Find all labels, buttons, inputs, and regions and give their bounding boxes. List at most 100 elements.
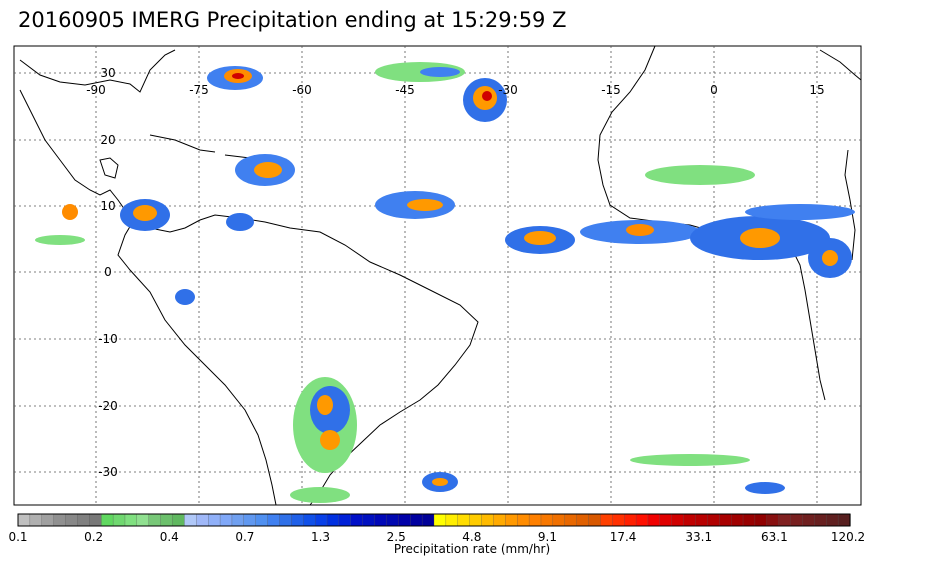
gridlines [14,46,861,505]
colorbar-cell [754,513,768,527]
colorbar-cell [89,513,102,527]
colorbar-cell [647,513,661,527]
lat-label: 20 [100,133,115,147]
colorbar-cell [683,513,697,527]
colorbar-cell [267,513,281,527]
lat-label: 0 [104,265,112,279]
lat-label: 30 [100,66,115,80]
colorbar-tick-label: 0.2 [84,530,104,544]
colorbar-cell [41,513,55,527]
colorbar-cell [802,513,815,527]
colorbar-tick-label: 17.4 [609,530,637,544]
colorbar-cell [172,513,186,527]
colorbar-cell [528,513,542,527]
colorbar-cell [814,513,827,527]
colorbar-tick-label: 33.1 [685,530,713,544]
lon-label: 15 [809,83,824,97]
colorbar-cell [719,513,732,527]
colorbar-cell [433,513,447,527]
colorbar-cell [219,513,233,527]
colorbar-cell [29,513,43,527]
colorbar-cell [624,513,637,527]
colorbar-cell [695,513,709,527]
colorbar-cell [742,513,756,527]
lon-label: -60 [292,83,312,97]
colorbar-cell [588,513,602,527]
colorbar-cell [635,513,649,527]
colorbar-cell [196,513,209,527]
colorbar-cell [53,513,67,527]
lon-label: -75 [189,83,209,97]
colorbar-cell [505,513,518,527]
colorbar-label: Precipitation rate (mm/hr) [393,542,551,556]
colorbar-cell [481,513,495,527]
colorbar-cell [600,513,613,527]
colorbar-cell [148,513,162,527]
colorbar-cell [790,513,804,527]
colorbar-tick-label: 0.1 [8,530,28,544]
lon-label: 0 [710,83,718,97]
colorbar-cell [314,513,328,527]
lon-label: -45 [395,83,415,97]
colorbar-cell [231,513,245,527]
colorbar-cell [326,513,340,527]
colorbar-cell [398,513,411,527]
colorbar-cell [374,513,388,527]
colorbar-cell [421,513,435,527]
colorbar-cell [184,513,197,527]
colorbar-cell [112,513,126,527]
colorbar-cell [350,513,364,527]
colorbar-cell [362,513,376,527]
colorbar-frame [17,513,851,527]
colorbar-cell [255,513,269,527]
colorbar-cell [707,513,720,527]
colorbar-tick-label: 9.1 [537,530,557,544]
colorbar-cell [778,513,792,527]
lon-label: -15 [601,83,621,97]
colorbar-cell [564,513,578,527]
lat-label: -30 [98,465,118,479]
colorbar-cell [445,513,459,527]
longitude-labels: -90 -75 -60 -45 -30 -15 0 15 [86,83,824,97]
colorbar-cell [124,513,138,527]
colorbar-cell [386,513,399,527]
colorbar-cell [338,513,352,527]
colorbar-cell [291,513,304,527]
colorbar-cell [612,513,625,527]
colorbar-cell [517,513,530,527]
colorbar-cell [576,513,590,527]
colorbar-tick-label: 4.8 [462,530,482,544]
map-frame [13,45,862,506]
colorbar-cell [671,513,685,527]
colorbar-tick-label: 0.7 [235,530,255,544]
coastlines [19,45,862,506]
colorbar-cell [659,513,673,527]
colorbar-tick-label: 63.1 [761,530,788,544]
lon-label: -30 [498,83,518,97]
colorbar-cell [493,513,506,527]
map-title: 20160905 IMERG Precipitation ending at 1… [18,8,567,32]
lat-label: -20 [98,399,118,413]
colorbar-cell [410,513,423,527]
colorbar-cell [208,513,221,527]
lon-label: -90 [86,83,106,97]
colorbar-cell [837,513,851,527]
precipitation-field [35,62,855,503]
colorbar-cell [77,513,90,527]
colorbar-cell [540,513,554,527]
colorbar-cell [469,513,483,527]
colorbar-cell [65,513,79,527]
colorbar-cell [136,513,150,527]
colorbar-cell [766,513,780,527]
lat-label: -10 [98,332,118,346]
colorbar-tick-label: 1.3 [310,530,331,544]
colorbar-cell [17,513,31,527]
colorbar-cell [730,513,744,527]
colorbar-tick-label: 120.2 [830,530,866,544]
latitude-labels: 30 20 10 0 -10 -20 -30 [98,66,118,479]
colorbar-tick-label: 0.4 [159,530,179,544]
colorbar-cell [552,513,566,527]
colorbar-cell [243,513,257,527]
